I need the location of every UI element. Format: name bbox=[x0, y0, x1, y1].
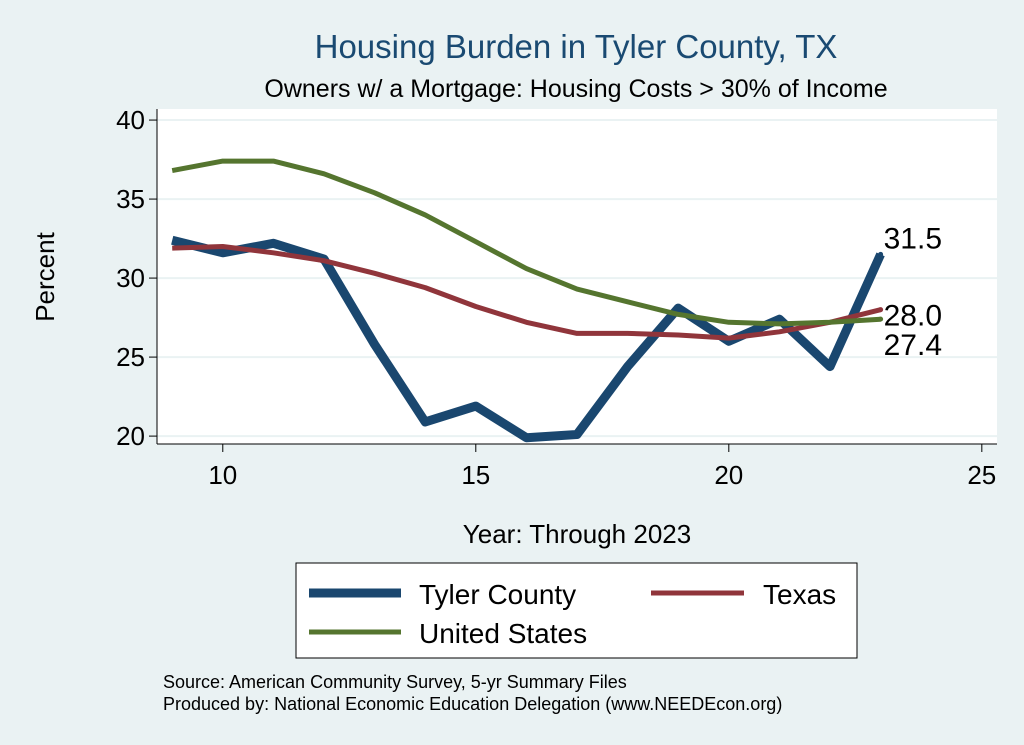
x-tick-label-20: 20 bbox=[714, 460, 743, 490]
source-note: Source: American Community Survey, 5-yr … bbox=[163, 672, 627, 692]
y-axis-ticks: 20 25 30 35 40 bbox=[116, 105, 157, 451]
legend-label-tyler-county: Tyler County bbox=[419, 579, 576, 610]
end-label-tyler-county: 31.5 bbox=[884, 222, 942, 255]
x-axis-title: Year: Through 2023 bbox=[463, 519, 691, 549]
end-label-united-states: 27.4 bbox=[884, 329, 942, 362]
legend-label-texas: Texas bbox=[763, 579, 836, 610]
y-tick-label-40: 40 bbox=[116, 105, 145, 135]
y-tick-label-20: 20 bbox=[116, 421, 145, 451]
legend-label-united-states: United States bbox=[419, 618, 587, 649]
series-line-tyler-county bbox=[171, 235, 885, 443]
series-line-united-states bbox=[171, 158, 881, 327]
chart-title: Housing Burden in Tyler County, TX bbox=[315, 28, 838, 65]
producer-note: Produced by: National Economic Education… bbox=[163, 694, 782, 714]
series-endpoint-texas bbox=[878, 307, 884, 313]
y-tick-label-30: 30 bbox=[116, 263, 145, 293]
series-line-texas bbox=[172, 244, 882, 341]
end-label-texas: 28.0 bbox=[884, 300, 942, 333]
y-tick-label-35: 35 bbox=[116, 184, 145, 214]
x-tick-label-15: 15 bbox=[461, 460, 490, 490]
x-tick-label-25: 25 bbox=[967, 460, 996, 490]
legend-box bbox=[295, 562, 858, 659]
y-tick-label-25: 25 bbox=[116, 342, 145, 372]
end-labels: 31.5 28.027.4 bbox=[884, 222, 942, 362]
series-endpoint-tyler-county bbox=[878, 251, 884, 257]
y-axis-title: Percent bbox=[30, 231, 60, 321]
x-tick-label-10: 10 bbox=[208, 460, 237, 490]
series-endpoint-united-states bbox=[878, 316, 884, 322]
legend: Tyler County Texas United States bbox=[295, 562, 858, 659]
gridlines bbox=[157, 119, 997, 438]
series-lines bbox=[171, 158, 885, 443]
chart-subtitle: Owners w/ a Mortgage: Housing Costs > 30… bbox=[264, 75, 887, 103]
x-axis-ticks: 10 15 20 25 bbox=[208, 444, 996, 490]
